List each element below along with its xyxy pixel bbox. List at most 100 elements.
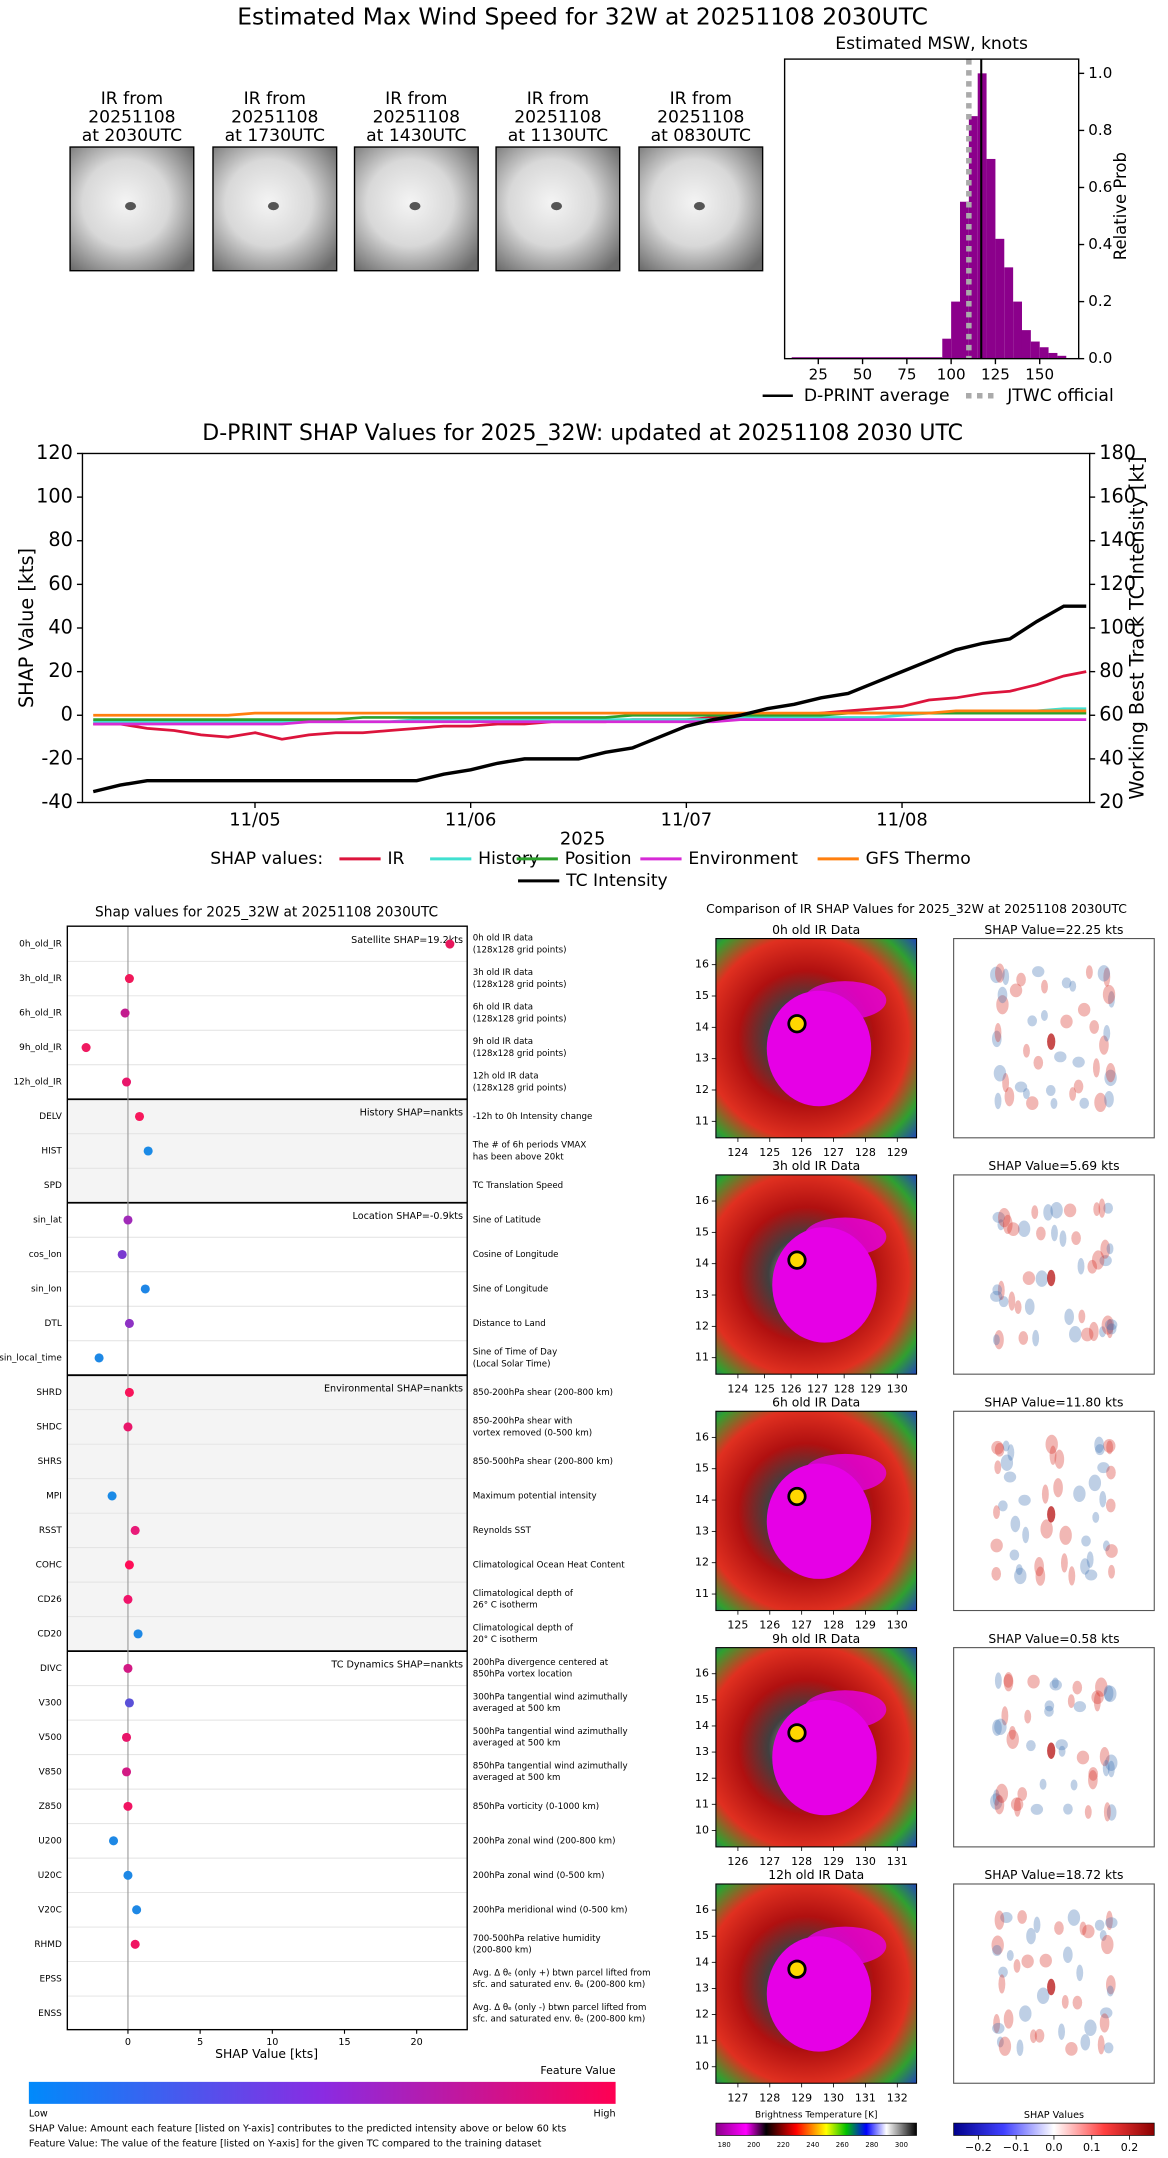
x-tick-label: 129 [860, 1382, 881, 1395]
shap-blob [1001, 1706, 1009, 1726]
shap-blob [1072, 1995, 1083, 2010]
y-tick-label: 100 [36, 485, 73, 508]
feature-description: 3h old IR data [473, 968, 533, 978]
shap-blob [1054, 1921, 1064, 1935]
feature-description: 200hPa divergence centered at [473, 1658, 609, 1668]
shap-blob [995, 1783, 1009, 1803]
thumbnail-eye [551, 202, 563, 211]
thumbnail-label: 20251108 [373, 107, 460, 127]
shap-blob [1081, 1535, 1091, 1547]
thumbnail-label: 20251108 [231, 107, 318, 127]
x-tick-label: 129 [823, 1855, 844, 1868]
thumbnail-label: at 1730UTC [225, 126, 325, 146]
feature-description: 26° C isotherm [473, 1601, 538, 1611]
shap-blob [1077, 1002, 1091, 1017]
ir-panel-title: 3h old IR Data [772, 1159, 860, 1173]
colorbar-tick-label: −0.2 [965, 2141, 992, 2154]
y-tick-label: 13 [695, 1524, 709, 1537]
feature-label: SPD [44, 1181, 62, 1191]
shap-blob [991, 1440, 1004, 1455]
shap-blob [1015, 1564, 1023, 1576]
feature-description: 200hPa zonal wind (0-500 km) [473, 1871, 605, 1881]
x-tick-label: 10 [266, 2037, 278, 2048]
y-tick-label: 13 [695, 1288, 709, 1301]
shap-blob [1106, 1985, 1114, 1997]
feature-description: Sine of Time of Day [473, 1348, 558, 1358]
feature-label: EPSS [39, 1974, 62, 1984]
shap-blob [1063, 1203, 1077, 1218]
x-tick-label: 128 [823, 1619, 844, 1632]
group-label: TC Dynamics SHAP=nankts [330, 1659, 463, 1670]
feature-description: 200hPa meridional wind (0-500 km) [473, 1905, 628, 1915]
shap-blob [1104, 1069, 1117, 1087]
shap-blob [992, 2022, 1005, 2034]
bar [995, 238, 1005, 359]
x-tick-label: 50 [853, 366, 872, 384]
shap-blob [991, 1566, 1002, 1581]
shap-blob [1055, 1739, 1068, 1751]
shap-dot [121, 1732, 132, 1742]
shap-blob [1103, 1025, 1111, 1042]
feature-description: 12h old IR data [473, 1072, 539, 1082]
feature-description: 6h old IR data [473, 1003, 533, 1013]
shap-blob [1103, 1202, 1113, 1214]
shap-dot [445, 939, 455, 949]
feature-description: (128x128 grid points) [473, 945, 567, 955]
shap-blob [1047, 1033, 1056, 1050]
y2-tick-label: 100 [1099, 615, 1136, 638]
chart-title: Estimated MSW, knots [835, 34, 1028, 54]
group-label: Location SHAP=-0.9kts [353, 1211, 464, 1222]
shap-blob [994, 1460, 1002, 1475]
shap-blob [1106, 1243, 1114, 1255]
feature-description: averaged at 500 km [473, 1773, 561, 1783]
colorbar-tick-label: −0.1 [1003, 2141, 1030, 2154]
shap-dot [124, 1560, 134, 1570]
bar [1048, 352, 1058, 359]
colorbar-high: High [594, 2108, 616, 2119]
shap-blob [993, 1065, 1007, 1082]
y2-tick-label: 180 [1099, 441, 1136, 464]
shap-blob [1010, 1515, 1021, 1533]
shap-blob [1016, 972, 1026, 987]
shap-blob [992, 1719, 1002, 1736]
shap-blob [1027, 1674, 1040, 1689]
shap-dot [107, 1491, 117, 1501]
ir-cloud [803, 1690, 887, 1729]
legend-label: Position [565, 849, 632, 869]
shap-blob [1034, 1557, 1044, 1577]
shap-blob [994, 1718, 1007, 1736]
feature-description: TC Translation Speed [472, 1181, 563, 1191]
x-tick-label: 11/05 [229, 809, 280, 830]
shap-blob [1016, 2039, 1024, 2056]
shap-blob [1070, 1779, 1078, 1791]
shap-blob [1082, 1924, 1095, 1939]
y2-axis-label: Relative Prob [1111, 152, 1130, 260]
ir-eye [787, 1959, 807, 1979]
y2-tick-label: 20 [1099, 790, 1123, 813]
colorbar-tick-label: 300 [895, 2141, 908, 2149]
shap-blob [1072, 1680, 1083, 1695]
y-tick-label: 16 [695, 1667, 709, 1680]
shap-blob [998, 2036, 1012, 2056]
shap-panel-title: SHAP Value=5.69 kts [988, 1159, 1119, 1173]
shap-panel-title: SHAP Value=0.58 kts [988, 1632, 1119, 1646]
shap-blob [1108, 1564, 1115, 1579]
feature-label: sin_lat [33, 1215, 62, 1225]
legend-label: IR [388, 849, 405, 869]
y-tick-label: 120 [36, 441, 73, 464]
shap-blob [1060, 1553, 1068, 1573]
feature-description: 850hPa tangential wind azimuthally [473, 1762, 628, 1772]
series-line [93, 709, 1087, 717]
shap-blob [994, 1442, 1005, 1457]
ir-eye [787, 1250, 807, 1270]
shap-blob [1103, 1802, 1111, 1822]
shap-blob [1047, 1978, 1056, 1996]
shap-blob [1040, 1519, 1053, 1539]
feature-description: The # of 6h periods VMAX [472, 1141, 587, 1151]
shap-blob [1024, 1709, 1032, 1724]
colorbar-tick-label: 280 [865, 2141, 878, 2149]
y-tick-label: 13 [695, 1981, 709, 1994]
thumbnail-label: at 1430UTC [366, 126, 466, 146]
y-tick-label: 16 [695, 1430, 709, 1443]
